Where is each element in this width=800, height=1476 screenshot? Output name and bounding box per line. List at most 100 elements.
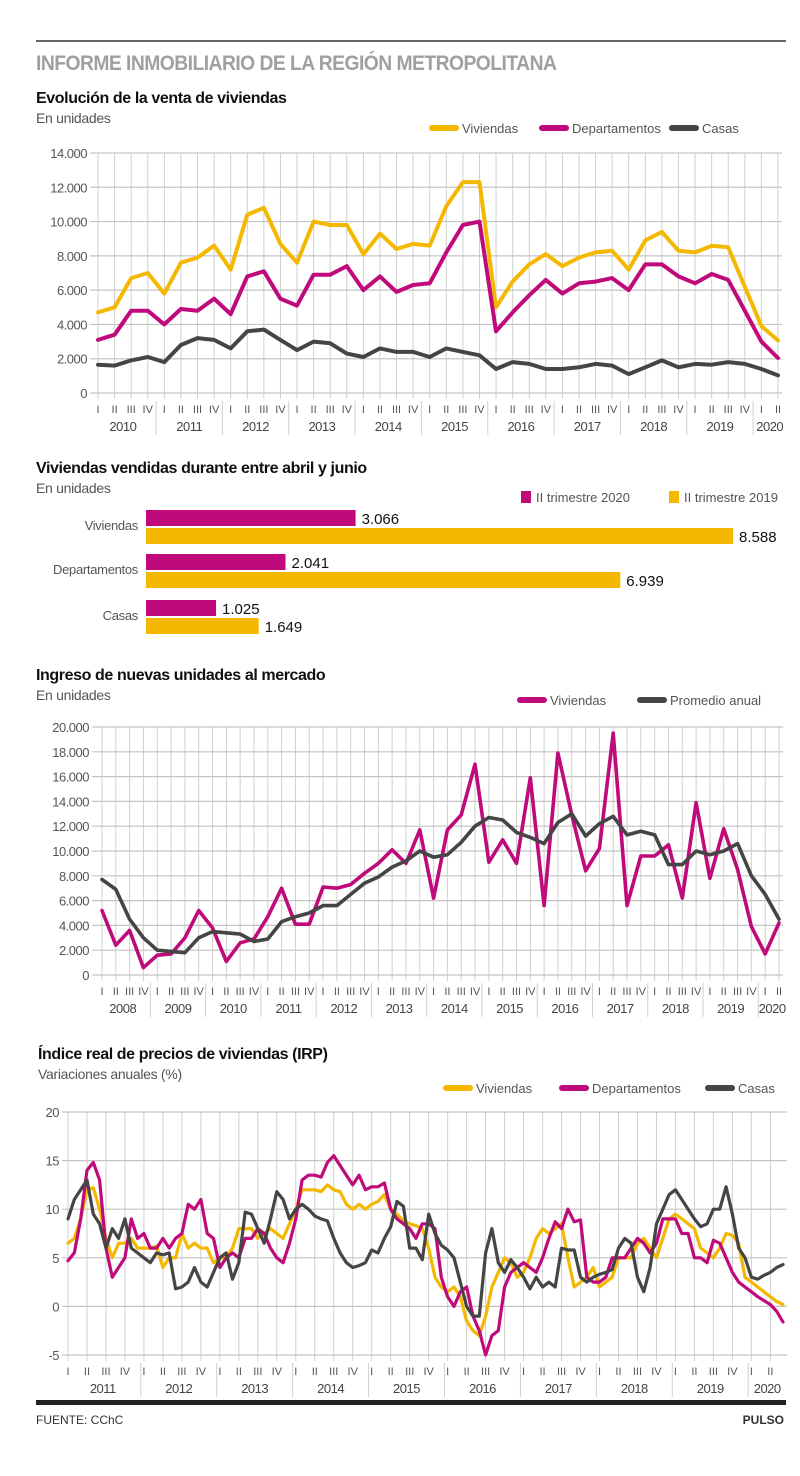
x-quarter-label: IV (348, 1366, 359, 1378)
x-year-label: 2014 (317, 1381, 344, 1396)
x-quarter-label: I (487, 986, 490, 998)
x-quarter-label: I (708, 986, 711, 998)
x-quarter-label: III (525, 404, 534, 416)
x-quarter-label: II (615, 1366, 621, 1378)
x-quarter-label: II (444, 986, 450, 998)
x-year-label: 2018 (662, 1001, 689, 1016)
series-line-departamentos (66, 1154, 785, 1357)
x-quarter-label: IV (541, 404, 552, 416)
x-quarter-label: III (127, 404, 136, 416)
x-year-label: 2014 (375, 419, 402, 434)
y-tick-label: 2.000 (59, 943, 89, 958)
bar-value-label: 1.025 (222, 601, 260, 618)
x-quarter-label: I (100, 986, 103, 998)
x-quarter-label: II (691, 1366, 697, 1378)
x-quarter-label: II (377, 404, 383, 416)
legend-swatch (669, 491, 679, 503)
x-quarter-label: II (112, 404, 118, 416)
bar-value-label: 3.066 (362, 511, 400, 528)
x-quarter-label: II (334, 986, 340, 998)
x-year-label: 2011 (176, 419, 202, 434)
x-quarter-label: II (389, 986, 395, 998)
x-year-label: 2013 (386, 1001, 413, 1016)
source-note: FUENTE: CChC (36, 1413, 124, 1427)
category-label: Viviendas (85, 518, 139, 533)
x-quarter-label: II (642, 404, 648, 416)
x-year-label: 2012 (330, 1001, 357, 1016)
x-quarter-label: IV (691, 986, 702, 998)
x-year-label: 2020 (756, 419, 783, 434)
y-tick-label: -5 (48, 1348, 59, 1363)
top-rule (36, 40, 786, 42)
x-quarter-label: I (96, 404, 99, 416)
x-quarter-label: III (733, 986, 742, 998)
x-quarter-label: I (446, 1366, 449, 1378)
x-quarter-label: II (160, 1366, 166, 1378)
bar-casas (146, 618, 259, 634)
x-quarter-label: IV (275, 404, 286, 416)
x-quarter-label: I (561, 404, 564, 416)
series-line-promedio-anual (100, 812, 781, 955)
x-quarter-label: I (598, 1366, 601, 1378)
x-quarter-label: II (236, 1366, 242, 1378)
x-quarter-label: I (674, 1366, 677, 1378)
x-quarter-label: II (510, 404, 516, 416)
x-quarter-label: I (229, 404, 232, 416)
category-label: Casas (103, 608, 139, 623)
x-quarter-label: I (218, 1366, 221, 1378)
x-quarter-label: III (633, 1366, 642, 1378)
x-quarter-label: III (481, 1366, 490, 1378)
x-quarter-label: I (750, 1366, 753, 1378)
x-year-label: 2020 (754, 1381, 781, 1396)
y-tick-label: 20 (46, 1105, 60, 1120)
bottom-rule (36, 1400, 786, 1405)
x-quarter-label: IV (194, 986, 205, 998)
x-year-label: 2011 (276, 1001, 302, 1016)
y-tick-label: 14.000 (50, 146, 87, 161)
x-quarter-label: IV (575, 1366, 586, 1378)
x-quarter-label: II (312, 1366, 318, 1378)
legend-label: Departamentos (592, 1081, 681, 1096)
y-tick-label: 0 (52, 1299, 59, 1314)
x-year-label: 2013 (241, 1381, 268, 1396)
brand-logo: PULSO (742, 1413, 784, 1427)
page-title: INFORME INMOBILIARIO DE LA REGIÓN METROP… (36, 52, 557, 75)
x-year-label: 2015 (393, 1381, 420, 1396)
x-quarter-label: II (767, 1366, 773, 1378)
x-quarter-label: IV (746, 986, 757, 998)
x-quarter-label: II (610, 986, 616, 998)
x-quarter-label: IV (196, 1366, 207, 1378)
y-tick-label: 4.000 (57, 317, 87, 332)
series-line-departamentos (96, 219, 780, 360)
y-tick-label: 20.000 (52, 720, 89, 735)
y-tick-label: 18.000 (52, 745, 89, 760)
x-quarter-label: I (653, 986, 656, 998)
x-quarter-label: III (193, 404, 202, 416)
x-quarter-label: I (522, 1366, 525, 1378)
x-quarter-label: I (163, 404, 166, 416)
y-tick-label: 6.000 (59, 894, 89, 909)
x-year-label: 2009 (165, 1001, 192, 1016)
x-quarter-label: I (294, 1366, 297, 1378)
x-year-label: 2013 (308, 419, 335, 434)
y-tick-label: 10.000 (52, 844, 89, 859)
x-quarter-label: I (211, 986, 214, 998)
x-quarter-label: III (125, 986, 134, 998)
x-quarter-label: IV (272, 1366, 283, 1378)
x-year-label: 2019 (717, 1001, 744, 1016)
x-year-label: 2019 (706, 419, 733, 434)
y-tick-label: 15 (46, 1154, 60, 1169)
x-quarter-label: III (329, 1366, 338, 1378)
x-quarter-label: I (377, 986, 380, 998)
x-quarter-label: III (557, 1366, 566, 1378)
x-quarter-label: II (113, 986, 119, 998)
x-quarter-label: II (311, 404, 317, 416)
x-year-label: 2016 (469, 1381, 496, 1396)
x-year-label: 2014 (441, 1001, 468, 1016)
x-year-label: 2012 (242, 419, 269, 434)
y-tick-label: 0 (82, 968, 89, 983)
x-quarter-label: I (295, 404, 298, 416)
x-quarter-label: II (539, 1366, 545, 1378)
x-quarter-label: IV (415, 986, 426, 998)
x-quarter-label: II (279, 986, 285, 998)
